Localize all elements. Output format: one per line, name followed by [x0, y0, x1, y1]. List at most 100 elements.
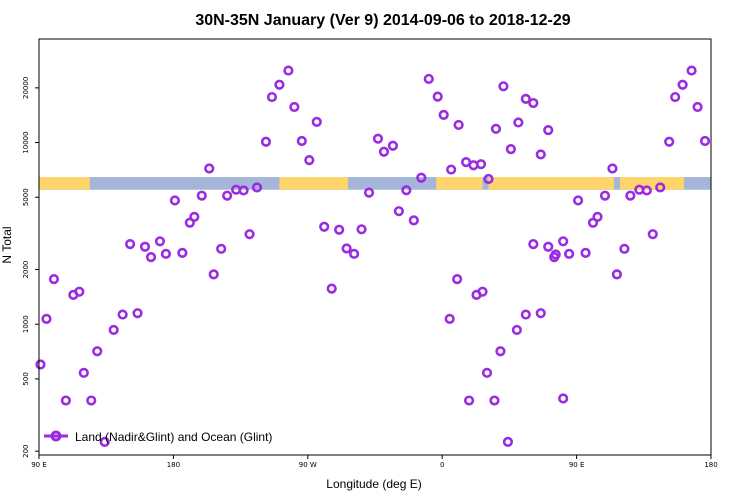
data-point-0-32 [266, 91, 278, 103]
y-tick-label-1: 500 [22, 372, 30, 385]
data-point-0-21-repeat [592, 211, 603, 222]
data-point-0-33 [274, 79, 285, 90]
data-point-0-17 [160, 248, 172, 259]
data-point-0-25 [216, 243, 227, 254]
plot-frame [38, 38, 712, 456]
data-point-0-18 [169, 195, 180, 206]
data-point-0-23-repeat [607, 163, 618, 174]
data-point-0-53 [423, 73, 434, 85]
data-point-0-2-repeat [452, 274, 463, 285]
data-point-0-24-repeat [611, 269, 623, 280]
data-point-0-55 [438, 109, 449, 120]
data-point-0-57 [453, 119, 464, 131]
data-point-0-31 [260, 136, 272, 147]
data-point-0-63 [498, 81, 509, 92]
data-point-0-71 [558, 393, 569, 404]
data-point-0-46 [372, 133, 384, 144]
data-point-0-16-repeat [558, 236, 569, 247]
data-point-0-31-repeat [664, 136, 675, 147]
data-point-0-2 [48, 274, 60, 285]
data-point-0-18-repeat [572, 195, 584, 206]
legend-marker [50, 430, 62, 442]
data-point-0-28-repeat [641, 185, 652, 196]
data-point-0-22-repeat [599, 190, 611, 201]
y-tick-label-2: 1000 [22, 315, 30, 333]
data-point-0-6 [78, 367, 89, 378]
data-point-0-34 [283, 65, 294, 76]
data-point-0-19-repeat [580, 247, 591, 258]
data-point-0-67 [528, 97, 539, 109]
data-point-0-1-repeat [444, 313, 455, 324]
x-axis: 90 E 180 90 W 0 90 E 180 [31, 455, 718, 469]
land-band-segment-3 [488, 177, 614, 190]
y-tick-label-0: 200 [22, 444, 30, 457]
legend: Land (Nadir&Glint) and Ocean (Glint) [44, 430, 272, 444]
data-point-0-47 [378, 146, 390, 157]
data-point-0-11-repeat [520, 309, 531, 320]
data-point-0-56 [446, 164, 457, 175]
data-point-0-14-repeat [543, 241, 554, 252]
land-ocean-band [39, 177, 711, 190]
data-point-0-0 [35, 359, 46, 370]
data-point-0-66 [520, 93, 531, 104]
x-tick-label-0: 90 E [31, 461, 47, 469]
x-tick-label-4: 90 E [569, 461, 585, 469]
data-point-0-29 [244, 229, 255, 240]
data-point-0-60 [475, 159, 487, 170]
data-point-0-49 [393, 206, 404, 217]
y-tick-label-6: 20000 [22, 77, 30, 99]
data-point-0-12-repeat [528, 239, 539, 250]
land-band-segment-4 [619, 177, 685, 190]
y-tick-label-3: 2000 [22, 261, 30, 279]
data-point-0-42 [341, 243, 352, 254]
data-point-0-3-repeat [463, 395, 475, 406]
data-point-0-69 [543, 125, 554, 136]
land-band-segment-0 [39, 177, 90, 190]
data-point-0-35-repeat [692, 101, 703, 113]
data-point-0-7 [86, 395, 97, 406]
data-point-0-50 [401, 185, 412, 196]
data-point-0-65 [513, 117, 524, 128]
data-point-0-32-repeat [670, 91, 681, 103]
data-point-0-17-repeat [564, 248, 575, 259]
data-point-0-68 [535, 149, 546, 160]
data-point-0-34-repeat [686, 65, 697, 76]
data-point-0-39 [319, 221, 330, 232]
data-point-0-43 [348, 248, 360, 259]
data-point-0-23 [204, 163, 215, 174]
data-point-0-61 [483, 173, 494, 185]
x-tick-label-3: 0 [440, 461, 444, 469]
data-point-0-30 [251, 182, 263, 193]
data-point-0-14 [139, 241, 151, 252]
land-band-segment-2 [436, 177, 483, 190]
data-point-0-11 [117, 309, 128, 320]
data-point-0-12 [124, 239, 136, 250]
x-tick-label-2: 90 W [299, 461, 317, 469]
data-point-0-35 [289, 101, 300, 113]
data-point-0-5-repeat [477, 286, 488, 297]
x-tick-label-1: 180 [167, 461, 180, 469]
data-point-0-33-repeat [677, 79, 688, 90]
data-point-0-38 [311, 116, 322, 127]
data-point-0-54 [432, 91, 443, 102]
data-point-0-37 [304, 155, 315, 166]
data-point-0-26-repeat [625, 190, 636, 201]
land-band-segment-1 [279, 177, 349, 190]
data-point-0-36 [296, 135, 307, 147]
data-point-0-15 [145, 252, 157, 263]
data-point-0-28 [238, 185, 249, 196]
data-point-0-10 [108, 324, 119, 336]
data-points [35, 65, 711, 447]
y-axis-label: N Total [0, 226, 14, 263]
data-point-0-5 [74, 286, 85, 297]
data-point-0-26 [222, 190, 233, 201]
data-point-0-51 [408, 215, 419, 226]
x-tick-label-5: 180 [704, 461, 717, 469]
chart-title: 30N-35N January (Ver 9) 2014-09-06 to 20… [195, 12, 570, 29]
data-point-0-9 [99, 436, 110, 447]
data-point-0-41 [334, 224, 345, 235]
data-point-0-30-repeat [655, 182, 666, 193]
data-point-0-10-repeat [511, 324, 522, 336]
data-point-0-45 [363, 187, 375, 198]
